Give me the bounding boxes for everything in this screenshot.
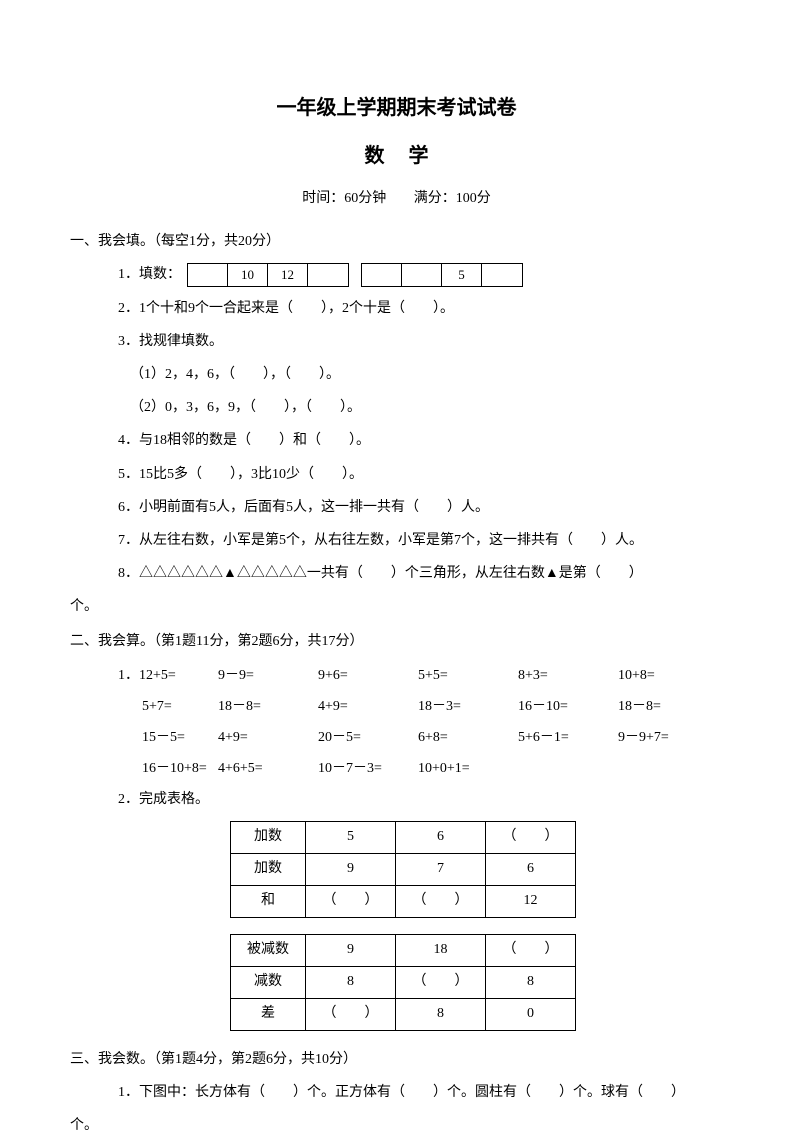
q3-2: （2）0，3，6，9，（ ），（ ）。 (70, 395, 723, 420)
calc-row-3: 16－10+8= 4+6+5= 10－7－3= 10+0+1= (70, 756, 723, 781)
q1: 1．填数： 10 12 5 (70, 262, 723, 287)
table-cell: 18 (396, 934, 486, 966)
calc-item: 18－8= (618, 694, 718, 719)
section-3: 三、我会数。（第1题4分，第2题6分，共10分） 1．下图中：长方体有（ ）个。… (70, 1047, 723, 1138)
q7: 7．从左往右数，小军是第5个，从右往左数，小军是第7个，这一排共有（ ）人。 (70, 528, 723, 553)
table-cell: （ ） (486, 934, 576, 966)
exam-title: 一年级上学期期末考试试卷 (70, 90, 723, 126)
table-cell: （ ） (396, 966, 486, 998)
s3-q1-tail: 个。 (70, 1113, 723, 1138)
calc-row-0: 1．12+5= 9－9= 9+6= 5+5= 8+3= 10+8= (70, 663, 723, 688)
table-cell: 加数 (231, 853, 306, 885)
time-label: 时间：60分钟 (302, 191, 386, 206)
table-cell: （ ） (306, 885, 396, 917)
table-cell: （ ） (306, 998, 396, 1030)
calc-item: 16－10+8= (118, 756, 218, 781)
calc-item: 9－9= (218, 663, 318, 688)
calc-row-2: 15－5= 4+9= 20－5= 6+8= 5+6－1= 9－9+7= (70, 725, 723, 750)
table-cell: 减数 (231, 966, 306, 998)
calc-item: 5+7= (118, 694, 218, 719)
calc-item: 10－7－3= (318, 756, 418, 781)
box-cell (402, 264, 442, 286)
table-cell: 和 (231, 885, 306, 917)
calc-item (618, 756, 718, 781)
table-cell: 7 (396, 853, 486, 885)
section-1: 一、我会填。（每空1分，共20分） 1．填数： 10 12 5 2．1个十和9个… (70, 229, 723, 619)
calc-item: 5+6－1= (518, 725, 618, 750)
calc-row-1: 5+7= 18－8= 4+9= 18－3= 16－10= 18－8= (70, 694, 723, 719)
calc-item: 16－10= (518, 694, 618, 719)
q5: 5．15比5多（ ），3比10少（ ）。 (70, 462, 723, 487)
section-2: 二、我会算。（第1题11分，第2题6分，共17分） 1．12+5= 9－9= 9… (70, 629, 723, 1030)
table-row: 被减数 9 18 （ ） (231, 934, 576, 966)
box-cell (362, 264, 402, 286)
q2-table-label: 2．完成表格。 (70, 787, 723, 812)
table-cell: 6 (396, 821, 486, 853)
box-cell: 12 (268, 264, 308, 286)
table-row: 加数 9 7 6 (231, 853, 576, 885)
calc-item: 18－3= (418, 694, 518, 719)
box-cell (308, 264, 348, 286)
box-cell: 10 (228, 264, 268, 286)
calc-item: 20－5= (318, 725, 418, 750)
table-row: 加数 5 6 （ ） (231, 821, 576, 853)
box-cell (188, 264, 228, 286)
q3: 3．找规律填数。 (70, 329, 723, 354)
box-cell (482, 264, 522, 286)
calc-item: 15－5= (118, 725, 218, 750)
table-cell: （ ） (486, 821, 576, 853)
q2: 2．1个十和9个一合起来是（ ），2个十是（ ）。 (70, 296, 723, 321)
section-2-header: 二、我会算。（第1题11分，第2题6分，共17分） (70, 629, 723, 654)
table-cell: 8 (306, 966, 396, 998)
meta-line: 时间：60分钟 满分：100分 (70, 186, 723, 211)
table-cell: 差 (231, 998, 306, 1030)
calc-item: 5+5= (418, 663, 518, 688)
table-row: 减数 8 （ ） 8 (231, 966, 576, 998)
calc-item: 4+9= (318, 694, 418, 719)
table-cell: 6 (486, 853, 576, 885)
section-1-header: 一、我会填。（每空1分，共20分） (70, 229, 723, 254)
section-3-header: 三、我会数。（第1题4分，第2题6分，共10分） (70, 1047, 723, 1072)
calc-item: 8+3= (518, 663, 618, 688)
table-cell: 被减数 (231, 934, 306, 966)
s3-q1: 1．下图中：长方体有（ ）个。正方体有（ ）个。圆柱有（ ）个。球有（ ） (70, 1080, 723, 1105)
calc-item: 4+6+5= (218, 756, 318, 781)
q8-tail: 个。 (70, 594, 723, 619)
table-cell: 12 (486, 885, 576, 917)
q6: 6．小明前面有5人，后面有5人，这一排一共有（ ）人。 (70, 495, 723, 520)
q1-label-calc: 1．12+5= (118, 663, 218, 688)
table-row: 和 （ ） （ ） 12 (231, 885, 576, 917)
calc-item: 18－8= (218, 694, 318, 719)
table-cell: 9 (306, 934, 396, 966)
box-cell: 5 (442, 264, 482, 286)
table-cell: 0 (486, 998, 576, 1030)
table-cell: 8 (486, 966, 576, 998)
table-row: 差 （ ） 8 0 (231, 998, 576, 1030)
table-cell: 加数 (231, 821, 306, 853)
table-cell: 9 (306, 853, 396, 885)
q3-1: （1）2，4，6，（ ），（ ）。 (70, 362, 723, 387)
exam-subject: 数学 (70, 138, 723, 174)
table-cell: 5 (306, 821, 396, 853)
q8: 8．△△△△△△▲△△△△△一共有（ ）个三角形，从左往右数▲是第（ ） (70, 561, 723, 586)
q4: 4．与18相邻的数是（ ）和（ ）。 (70, 428, 723, 453)
table-addition: 加数 5 6 （ ） 加数 9 7 6 和 （ ） （ ） 12 (230, 821, 576, 918)
full-score-label: 满分：100分 (414, 191, 491, 206)
q1-box2: 5 (361, 263, 523, 287)
calc-item: 9+6= (318, 663, 418, 688)
table-cell: 8 (396, 998, 486, 1030)
q1-box1: 10 12 (187, 263, 349, 287)
calc-item: 10+8= (618, 663, 718, 688)
calc-item (518, 756, 618, 781)
q1-label: 1．填数： (118, 262, 181, 287)
calc-item: 10+0+1= (418, 756, 518, 781)
table-cell: （ ） (396, 885, 486, 917)
calc-item: 9－9+7= (618, 725, 718, 750)
table-subtraction: 被减数 9 18 （ ） 减数 8 （ ） 8 差 （ ） 8 0 (230, 934, 576, 1031)
calc-item: 6+8= (418, 725, 518, 750)
calc-item: 4+9= (218, 725, 318, 750)
